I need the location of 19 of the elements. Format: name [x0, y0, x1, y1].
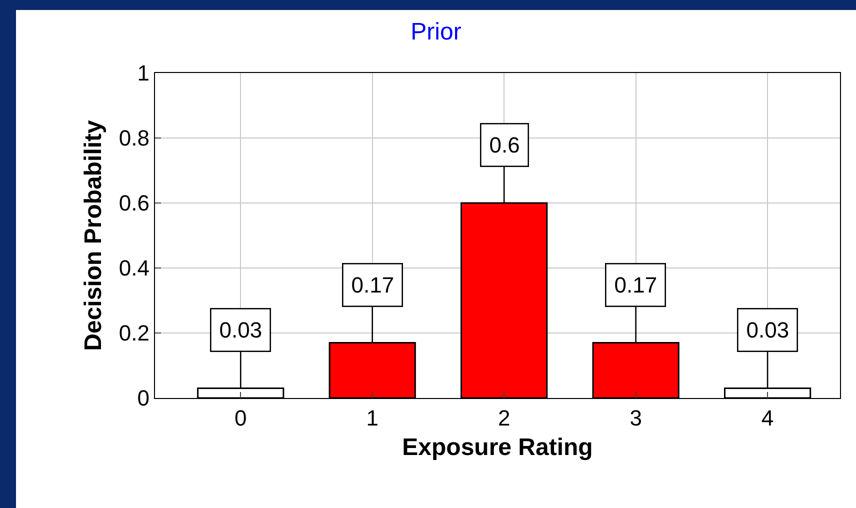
y-tick-label: 0.8 [118, 126, 150, 151]
data-label: 0.03 [746, 317, 790, 342]
x-tick-label: 1 [366, 406, 378, 431]
chart-title: Prior [410, 18, 462, 46]
x-axis-title: Exposure Rating [402, 434, 593, 461]
y-axis-title: Decision Probability [80, 119, 107, 351]
y-tick-label: 0 [137, 386, 150, 411]
x-tick-label: 3 [630, 406, 642, 431]
data-label: 0.03 [219, 317, 262, 342]
y-tick-label: 1 [137, 60, 150, 86]
data-label: 0.6 [489, 132, 520, 158]
y-tick-label: 0.4 [118, 256, 150, 281]
x-tick-label: 2 [498, 406, 510, 431]
y-tick-label: 0.2 [118, 320, 150, 346]
data-label: 0.17 [351, 272, 394, 298]
x-tick-label: 0 [234, 406, 247, 431]
y-tick-label: 0.6 [118, 190, 150, 216]
x-tick-label: 4 [761, 406, 774, 431]
data-label: 0.17 [614, 272, 658, 298]
